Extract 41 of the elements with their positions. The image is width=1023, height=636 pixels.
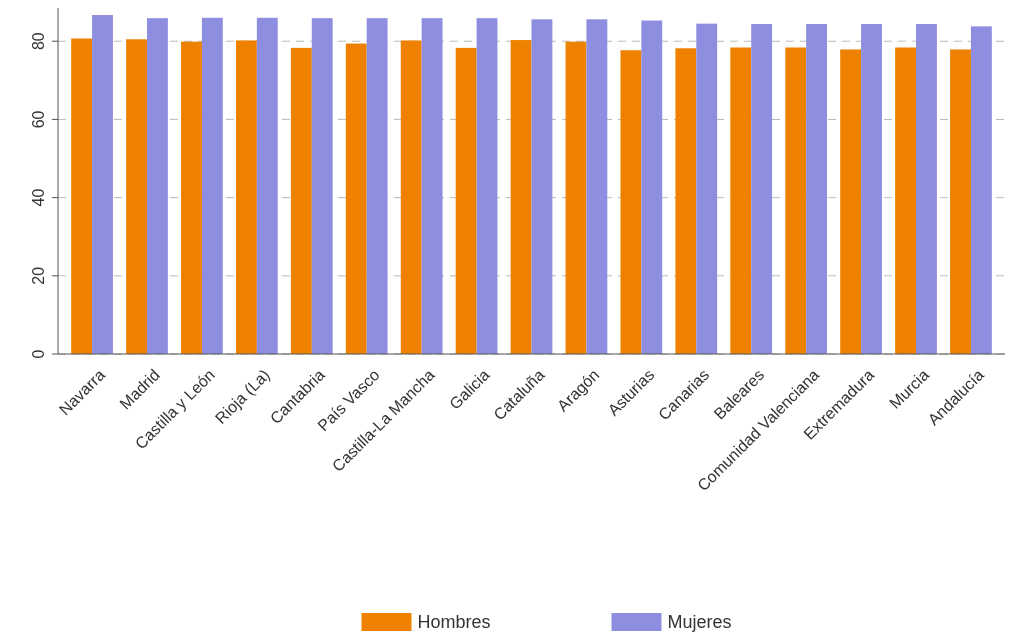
y-tick-label: 0: [30, 349, 47, 359]
bar: [641, 20, 663, 354]
bar: [400, 40, 422, 354]
bar: [916, 24, 937, 354]
bar: [235, 40, 257, 354]
y-tick-label: 60: [30, 110, 47, 129]
bar: [290, 47, 312, 354]
bar: [201, 17, 223, 354]
bar: [126, 39, 147, 354]
bar: [311, 18, 333, 354]
bar: [950, 49, 971, 354]
bar: [366, 18, 388, 354]
bar: [455, 47, 477, 354]
bar: [586, 19, 608, 354]
bar: [71, 38, 93, 354]
y-tick-label: 80: [30, 32, 47, 51]
bar: [730, 47, 752, 354]
bar: [565, 41, 587, 354]
y-tick-label: 20: [30, 266, 47, 285]
bar: [510, 40, 532, 354]
legend-label: Hombres: [417, 612, 491, 632]
bar: [970, 26, 992, 354]
bar: [696, 23, 718, 354]
bar: [345, 43, 367, 354]
bar: [421, 18, 443, 354]
bar: [92, 15, 113, 354]
bar: [751, 24, 773, 354]
bar: [840, 49, 862, 354]
bar: [181, 41, 202, 354]
y-tick-label: 40: [30, 188, 47, 207]
bar: [256, 17, 278, 354]
bar: [806, 24, 828, 354]
bar: [476, 18, 498, 354]
bar: [531, 19, 553, 354]
bar: [620, 50, 642, 354]
bar: [785, 47, 807, 354]
bar: [675, 48, 697, 354]
legend-label: Mujeres: [667, 612, 732, 632]
bar: [146, 18, 168, 354]
bar: [861, 24, 882, 354]
bar: [895, 47, 917, 354]
